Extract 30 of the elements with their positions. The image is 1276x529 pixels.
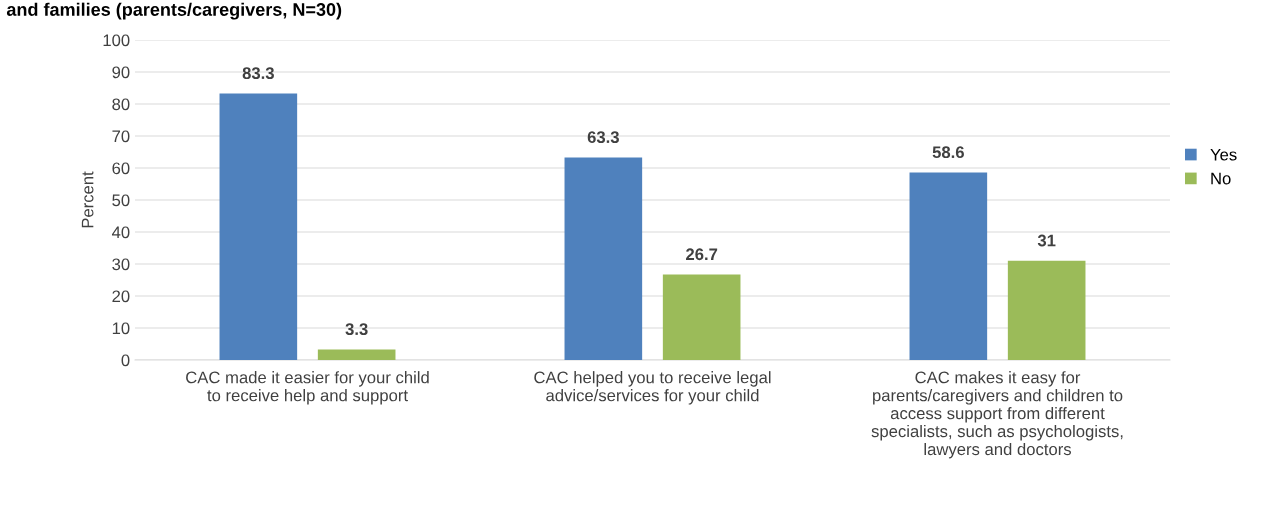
y-tick-label: 30 [112,258,130,271]
data-label: 58.6 [932,146,964,159]
data-label: 3.3 [345,323,368,336]
y-tick-label: 20 [112,290,130,303]
x-tick-label: CAC helped you to receive legal advice/services for your child [534,371,771,405]
y-axis-title: Percent [81,171,94,228]
data-label: 26.7 [686,248,718,261]
y-tick-label: 60 [112,162,130,175]
y-tick-label: 10 [112,322,130,335]
chart-title: and families (parents/caregivers, N=30) [6,2,342,20]
bar [1007,260,1086,360]
bar [909,172,988,360]
y-tick-label: 90 [112,66,130,79]
bar [317,349,396,360]
legend-label: Yes [1210,148,1237,161]
data-label: 31 [1037,234,1056,247]
x-tick-label: CAC made it easier for your child to receive help and support [186,371,429,405]
bar [564,157,643,360]
bar [219,93,298,360]
data-label: 83.3 [242,67,274,80]
y-tick-label: 40 [111,226,130,239]
data-label: 63.3 [587,131,619,144]
legend-label: No [1211,172,1231,185]
y-tick-label: 50 [112,194,130,207]
y-tick-label: 80 [112,98,130,111]
y-tick-label: 70 [112,130,130,143]
y-tick-label: 0 [121,354,130,367]
y-tick-label: 100 [103,34,130,47]
x-tick-label: CAC makes it easy for parents/caregivers and children to access support from different specialists, such as psychologists, lawyers and doctors [871,371,1123,459]
bar [662,274,741,360]
